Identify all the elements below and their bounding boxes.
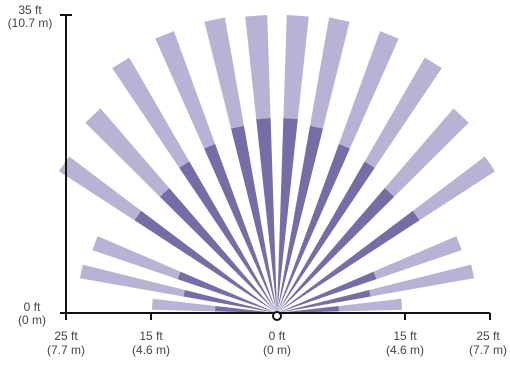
x-label-right15-m: (4.6 m) bbox=[386, 343, 424, 357]
beam-right-7-near-zone bbox=[277, 143, 350, 313]
beam-right-7-far-zone bbox=[338, 31, 399, 149]
beam-left-9-near-zone bbox=[256, 118, 277, 313]
beam-right-9-near-zone bbox=[277, 118, 298, 313]
beam-right-3-near-zone bbox=[277, 271, 377, 313]
x-label-left25-ft: 25 ft bbox=[54, 329, 78, 343]
beam-left-1-near-zone bbox=[215, 306, 277, 313]
beam-left-9-far-zone bbox=[245, 15, 271, 119]
beam-right-3-far-zone bbox=[373, 236, 462, 280]
x-label-right15-ft: 15 ft bbox=[393, 329, 417, 343]
x-label-center-m: (0 m) bbox=[263, 343, 291, 357]
beam-left-1-far-zone bbox=[151, 298, 216, 312]
y-label-bottom-m: (0 m) bbox=[18, 313, 46, 327]
beam-right-6-near-zone bbox=[277, 161, 375, 313]
beam-right-2-far-zone bbox=[369, 264, 475, 297]
x-label-left25-m: (7.7 m) bbox=[47, 343, 85, 357]
y-label-top-m: (10.7 m) bbox=[8, 16, 53, 30]
y-label-bottom-ft: 0 ft bbox=[24, 300, 41, 314]
beam-right-6-far-zone bbox=[364, 57, 442, 168]
beam-left-6-far-zone bbox=[112, 57, 190, 168]
beam-left-4-far-zone bbox=[58, 156, 142, 221]
beam-left-5-far-zone bbox=[85, 108, 170, 197]
beam-right-4-far-zone bbox=[412, 156, 496, 221]
beam-right-8-far-zone bbox=[310, 17, 350, 129]
beam-right-9-far-zone bbox=[283, 15, 309, 119]
beam-left-2-far-zone bbox=[79, 264, 185, 297]
beam-right-4-near-zone bbox=[277, 210, 420, 313]
x-label-right25-ft: 25 ft bbox=[476, 329, 500, 343]
x-label-left15-ft: 15 ft bbox=[139, 329, 163, 343]
beam-right-5-near-zone bbox=[277, 188, 395, 313]
beam-right-1-far-zone bbox=[338, 298, 403, 312]
beam-right-5-far-zone bbox=[384, 108, 469, 197]
beam-left-3-near-zone bbox=[177, 271, 277, 313]
beam-left-8-far-zone bbox=[204, 17, 244, 129]
beam-left-6-near-zone bbox=[179, 161, 277, 313]
beam-left-2-near-zone bbox=[183, 290, 277, 313]
detection-beams bbox=[58, 15, 496, 313]
x-label-left15-m: (4.6 m) bbox=[132, 343, 170, 357]
x-label-right25-m: (7.7 m) bbox=[469, 343, 507, 357]
beam-left-3-far-zone bbox=[92, 236, 181, 280]
beam-left-8-near-zone bbox=[231, 125, 277, 313]
beam-right-2-near-zone bbox=[277, 290, 371, 313]
beam-left-4-near-zone bbox=[134, 210, 277, 313]
sensor-origin-icon bbox=[272, 311, 282, 321]
beam-left-7-far-zone bbox=[155, 31, 216, 149]
y-label-top-ft: 35 ft bbox=[18, 3, 42, 17]
beam-right-8-near-zone bbox=[277, 125, 323, 313]
beam-left-7-near-zone bbox=[204, 143, 277, 313]
beam-right-1-near-zone bbox=[277, 306, 339, 313]
beam-left-5-near-zone bbox=[159, 188, 277, 313]
x-label-center-ft: 0 ft bbox=[269, 329, 286, 343]
